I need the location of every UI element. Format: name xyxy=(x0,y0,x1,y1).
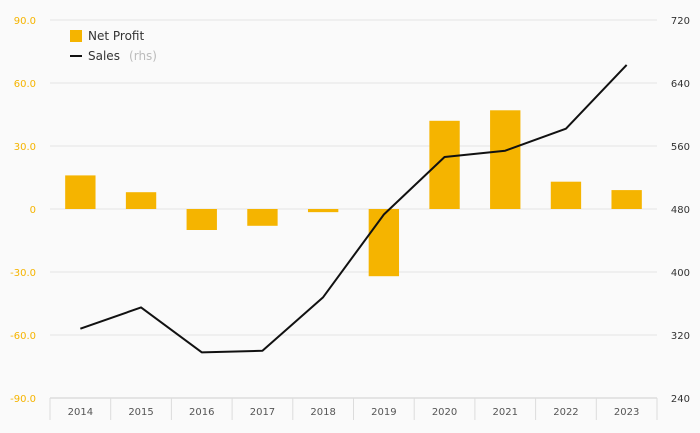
net-profit-bars xyxy=(65,110,642,277)
x-tick-label: 2023 xyxy=(614,407,639,418)
legend-swatch-net-profit xyxy=(70,30,82,42)
legend-label-sales-suffix: (rhs) xyxy=(129,49,157,63)
legend-label-net-profit: Net Profit xyxy=(88,29,144,43)
bar xyxy=(125,192,157,209)
x-tick-label: 2018 xyxy=(310,407,335,418)
bar xyxy=(611,190,642,209)
y-left-tick-label: -90.0 xyxy=(10,394,36,405)
x-tick-label: 2016 xyxy=(189,407,214,418)
legend-label-sales: Sales (rhs) xyxy=(88,45,157,64)
legend-label-sales-name: Sales xyxy=(88,49,120,63)
y-left-tick-label: 90.0 xyxy=(14,16,36,27)
x-tick-label: 2022 xyxy=(553,407,578,418)
y-right-tick-label: 640 xyxy=(671,79,690,90)
y-right-tick-label: 400 xyxy=(671,268,690,279)
y-right-tick-label: 320 xyxy=(671,331,690,342)
x-tick-label: 2020 xyxy=(432,407,457,418)
x-tick-label: 2019 xyxy=(371,407,396,418)
y-axis-left: 90.0 60.0 30.0 0 -30.0 -60.0 -90.0 xyxy=(10,16,36,405)
y-left-tick-label: 30.0 xyxy=(14,142,36,153)
y-right-tick-label: 720 xyxy=(671,16,690,27)
bar xyxy=(247,209,278,226)
y-left-tick-label: 0 xyxy=(30,205,36,216)
bar xyxy=(65,175,96,209)
sales-line xyxy=(80,64,628,354)
sales-line-series xyxy=(80,64,628,354)
y-left-tick-label: -30.0 xyxy=(10,268,36,279)
bar xyxy=(550,181,582,209)
x-tick-label: 2014 xyxy=(68,407,93,418)
bar xyxy=(368,209,400,277)
y-left-tick-label: -60.0 xyxy=(10,331,36,342)
bar xyxy=(307,209,339,213)
x-tick-label: 2021 xyxy=(493,407,518,418)
y-right-tick-label: 560 xyxy=(671,142,690,153)
bar xyxy=(490,110,521,209)
y-right-tick-label: 480 xyxy=(671,205,690,216)
x-tick-label: 2015 xyxy=(128,407,153,418)
bar xyxy=(186,209,217,230)
x-tick-label: 2017 xyxy=(250,407,275,418)
y-left-tick-label: 60.0 xyxy=(14,79,36,90)
y-right-tick-label: 240 xyxy=(671,394,690,405)
x-axis: 2014 2015 2016 2017 2018 2019 2020 2021 2022 2023 xyxy=(49,397,658,420)
y-axis-right: 720 640 560 480 400 320 240 xyxy=(671,16,690,405)
bar xyxy=(429,120,460,209)
legend: Net Profit Sales (rhs) xyxy=(70,29,157,64)
